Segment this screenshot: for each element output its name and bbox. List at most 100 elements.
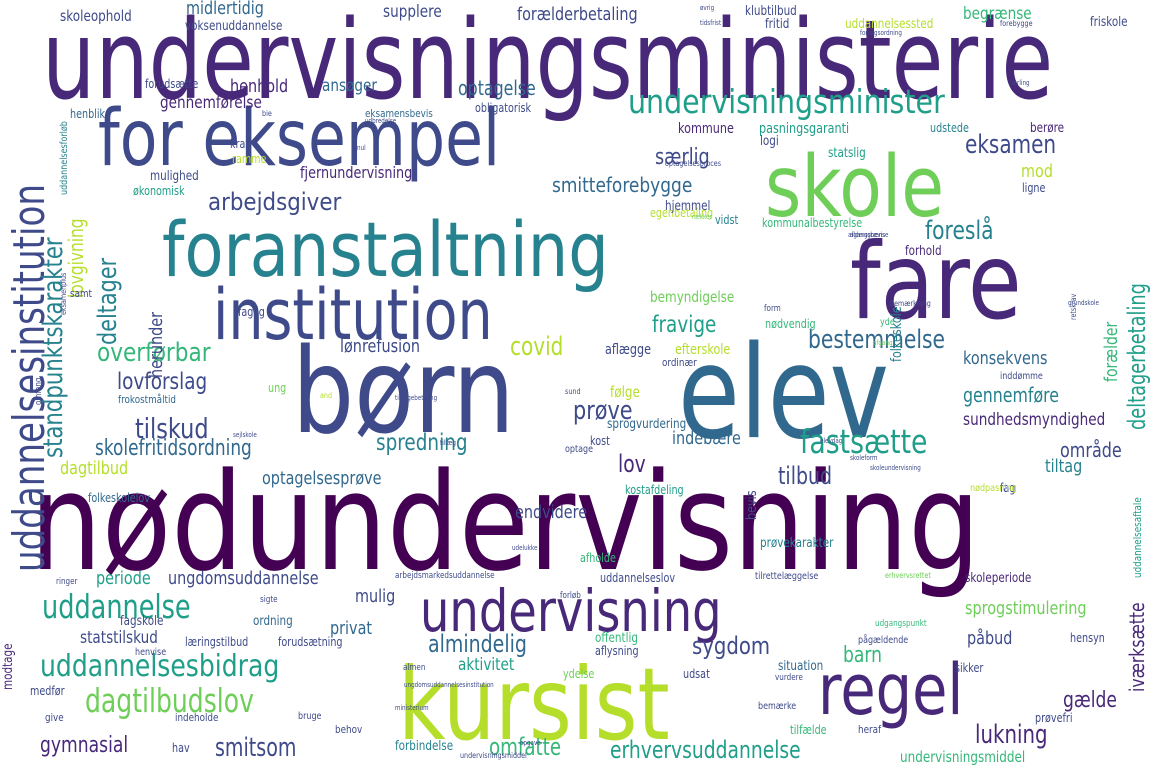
word: regel <box>818 649 964 731</box>
word: folkeskolelov <box>88 491 150 505</box>
word: børn <box>292 322 515 460</box>
word: iværksætte <box>1125 602 1149 692</box>
word: uddannelsesforløb <box>59 121 70 195</box>
word: tilbud <box>778 462 833 490</box>
word: undervisning <box>420 577 722 645</box>
word: eksamen <box>965 130 1057 160</box>
word: læringstilbud <box>185 635 249 649</box>
word: erhvervsrettet <box>885 571 931 580</box>
word: kursist <box>398 646 670 763</box>
word: endvidere <box>515 502 588 523</box>
word: yde <box>880 317 895 328</box>
word: sejlskole <box>233 431 257 439</box>
word: lærling <box>1010 79 1030 87</box>
word: barn <box>843 643 883 668</box>
word: faglig <box>238 305 265 319</box>
word: undervisningsminister <box>628 82 945 121</box>
word: aflægge <box>605 342 652 358</box>
word: foreslå <box>925 216 994 246</box>
word: konsekvens <box>963 348 1048 369</box>
word: optagelsesprøve <box>262 468 382 489</box>
word: lønrefusion <box>340 336 421 357</box>
word: indebære <box>672 428 741 449</box>
word: optagelse <box>458 76 536 100</box>
word: kost <box>590 434 610 448</box>
word: ung <box>268 381 287 395</box>
word: bemærke <box>758 701 797 712</box>
word: omfatte <box>489 733 562 761</box>
word: herunder <box>146 311 167 378</box>
word: berøre <box>1030 121 1065 136</box>
word: sikker <box>955 661 984 675</box>
word: aktivitet <box>458 655 515 675</box>
word: bemyndigelse <box>650 288 735 306</box>
word: tilrettelæggelse <box>755 571 819 582</box>
word: frokostmåltid <box>118 393 176 406</box>
word: opgave <box>520 739 541 747</box>
word: friskole <box>1090 15 1128 30</box>
word: modtage <box>1 643 16 690</box>
word: statstilskud <box>80 628 158 648</box>
word: erhvervsuddannelse <box>610 736 801 764</box>
word: nødundervisning <box>30 444 981 601</box>
word: fastsætte <box>800 422 928 461</box>
word: efterskole <box>675 342 731 358</box>
word: fare <box>850 221 1022 343</box>
word: skoleperiode <box>965 571 1032 586</box>
word: følge <box>610 383 640 401</box>
word: covid <box>510 332 564 362</box>
word: medfør <box>30 684 65 698</box>
word: undervisningsministerie <box>42 0 1054 124</box>
word: forløb <box>560 591 581 601</box>
word: tilskud <box>135 412 209 445</box>
word: skoleundervisning <box>870 464 921 472</box>
word: kommune <box>678 121 734 137</box>
word: fagskole <box>120 614 164 629</box>
word: foranstaltning <box>162 205 609 294</box>
word: ordinær <box>662 356 697 369</box>
word: forudsætning <box>278 635 343 649</box>
word: hjemmel <box>665 199 711 214</box>
word: midlertidig <box>186 0 264 19</box>
word: fravige <box>652 312 717 338</box>
word: smitteforebygge <box>552 173 693 197</box>
word: indeholde <box>175 711 219 724</box>
word: ydelse <box>563 667 595 681</box>
word: gennemføre <box>963 383 1059 407</box>
word: situation <box>778 659 824 674</box>
word: arbejdsgiver <box>208 188 342 216</box>
word: skole <box>765 138 945 237</box>
word: deltagerbetaling <box>1123 283 1151 430</box>
word: henvise <box>135 647 167 658</box>
word: elev <box>678 319 890 468</box>
word: tiltag <box>1045 456 1083 477</box>
word: fjernundervisning <box>300 163 413 182</box>
word: inddømme <box>1000 371 1043 382</box>
word: ordning <box>253 614 293 629</box>
word: vurdere <box>775 673 803 683</box>
word: undervisningsmiddel <box>900 748 1026 766</box>
word: økonomisk <box>133 184 185 198</box>
word: and <box>320 391 333 400</box>
word: udelukke <box>512 544 538 552</box>
word: lukning <box>975 720 1048 750</box>
word: ungdomsuddannelse <box>168 568 319 589</box>
word: udgangspunkt <box>875 619 927 629</box>
word: krav <box>230 137 252 151</box>
word: kommunalbestyrelse <box>762 216 863 230</box>
word: deltager <box>93 257 123 345</box>
word: ministerium <box>395 704 429 712</box>
word: uddannelsesbidrag <box>40 649 280 684</box>
word: egenbetaling <box>650 206 714 220</box>
word: overførbar <box>97 338 211 368</box>
word: behov <box>335 723 363 736</box>
word: hav <box>172 741 190 755</box>
word: give <box>45 711 64 724</box>
word: forhold <box>905 244 942 259</box>
word: bemærkning <box>890 299 931 308</box>
word: arbejdsmarkedsuddannelse <box>395 571 495 581</box>
word: nødpasning <box>970 483 1017 494</box>
word: uddannelse <box>42 587 191 626</box>
word: skoleophold <box>60 7 132 25</box>
word: ramme <box>232 152 267 166</box>
